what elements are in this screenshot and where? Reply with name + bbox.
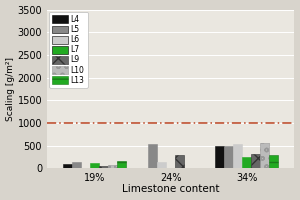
Bar: [148, 144, 157, 168]
Bar: [157, 162, 166, 168]
Bar: [269, 155, 278, 168]
Bar: [108, 165, 117, 168]
Bar: [63, 164, 72, 168]
Bar: [224, 146, 233, 168]
X-axis label: Limestone content: Limestone content: [122, 184, 219, 194]
Bar: [260, 143, 269, 168]
Bar: [215, 146, 224, 168]
Y-axis label: Scaling [g/m²]: Scaling [g/m²]: [6, 57, 15, 121]
Bar: [90, 163, 99, 168]
Bar: [242, 157, 251, 168]
Bar: [175, 155, 184, 168]
Bar: [251, 154, 260, 168]
Legend: L4, L5, L6, L7, L9, L10, L13: L4, L5, L6, L7, L9, L10, L13: [49, 12, 88, 88]
Bar: [233, 144, 242, 168]
Bar: [72, 162, 81, 168]
Bar: [99, 166, 108, 168]
Bar: [117, 161, 126, 168]
